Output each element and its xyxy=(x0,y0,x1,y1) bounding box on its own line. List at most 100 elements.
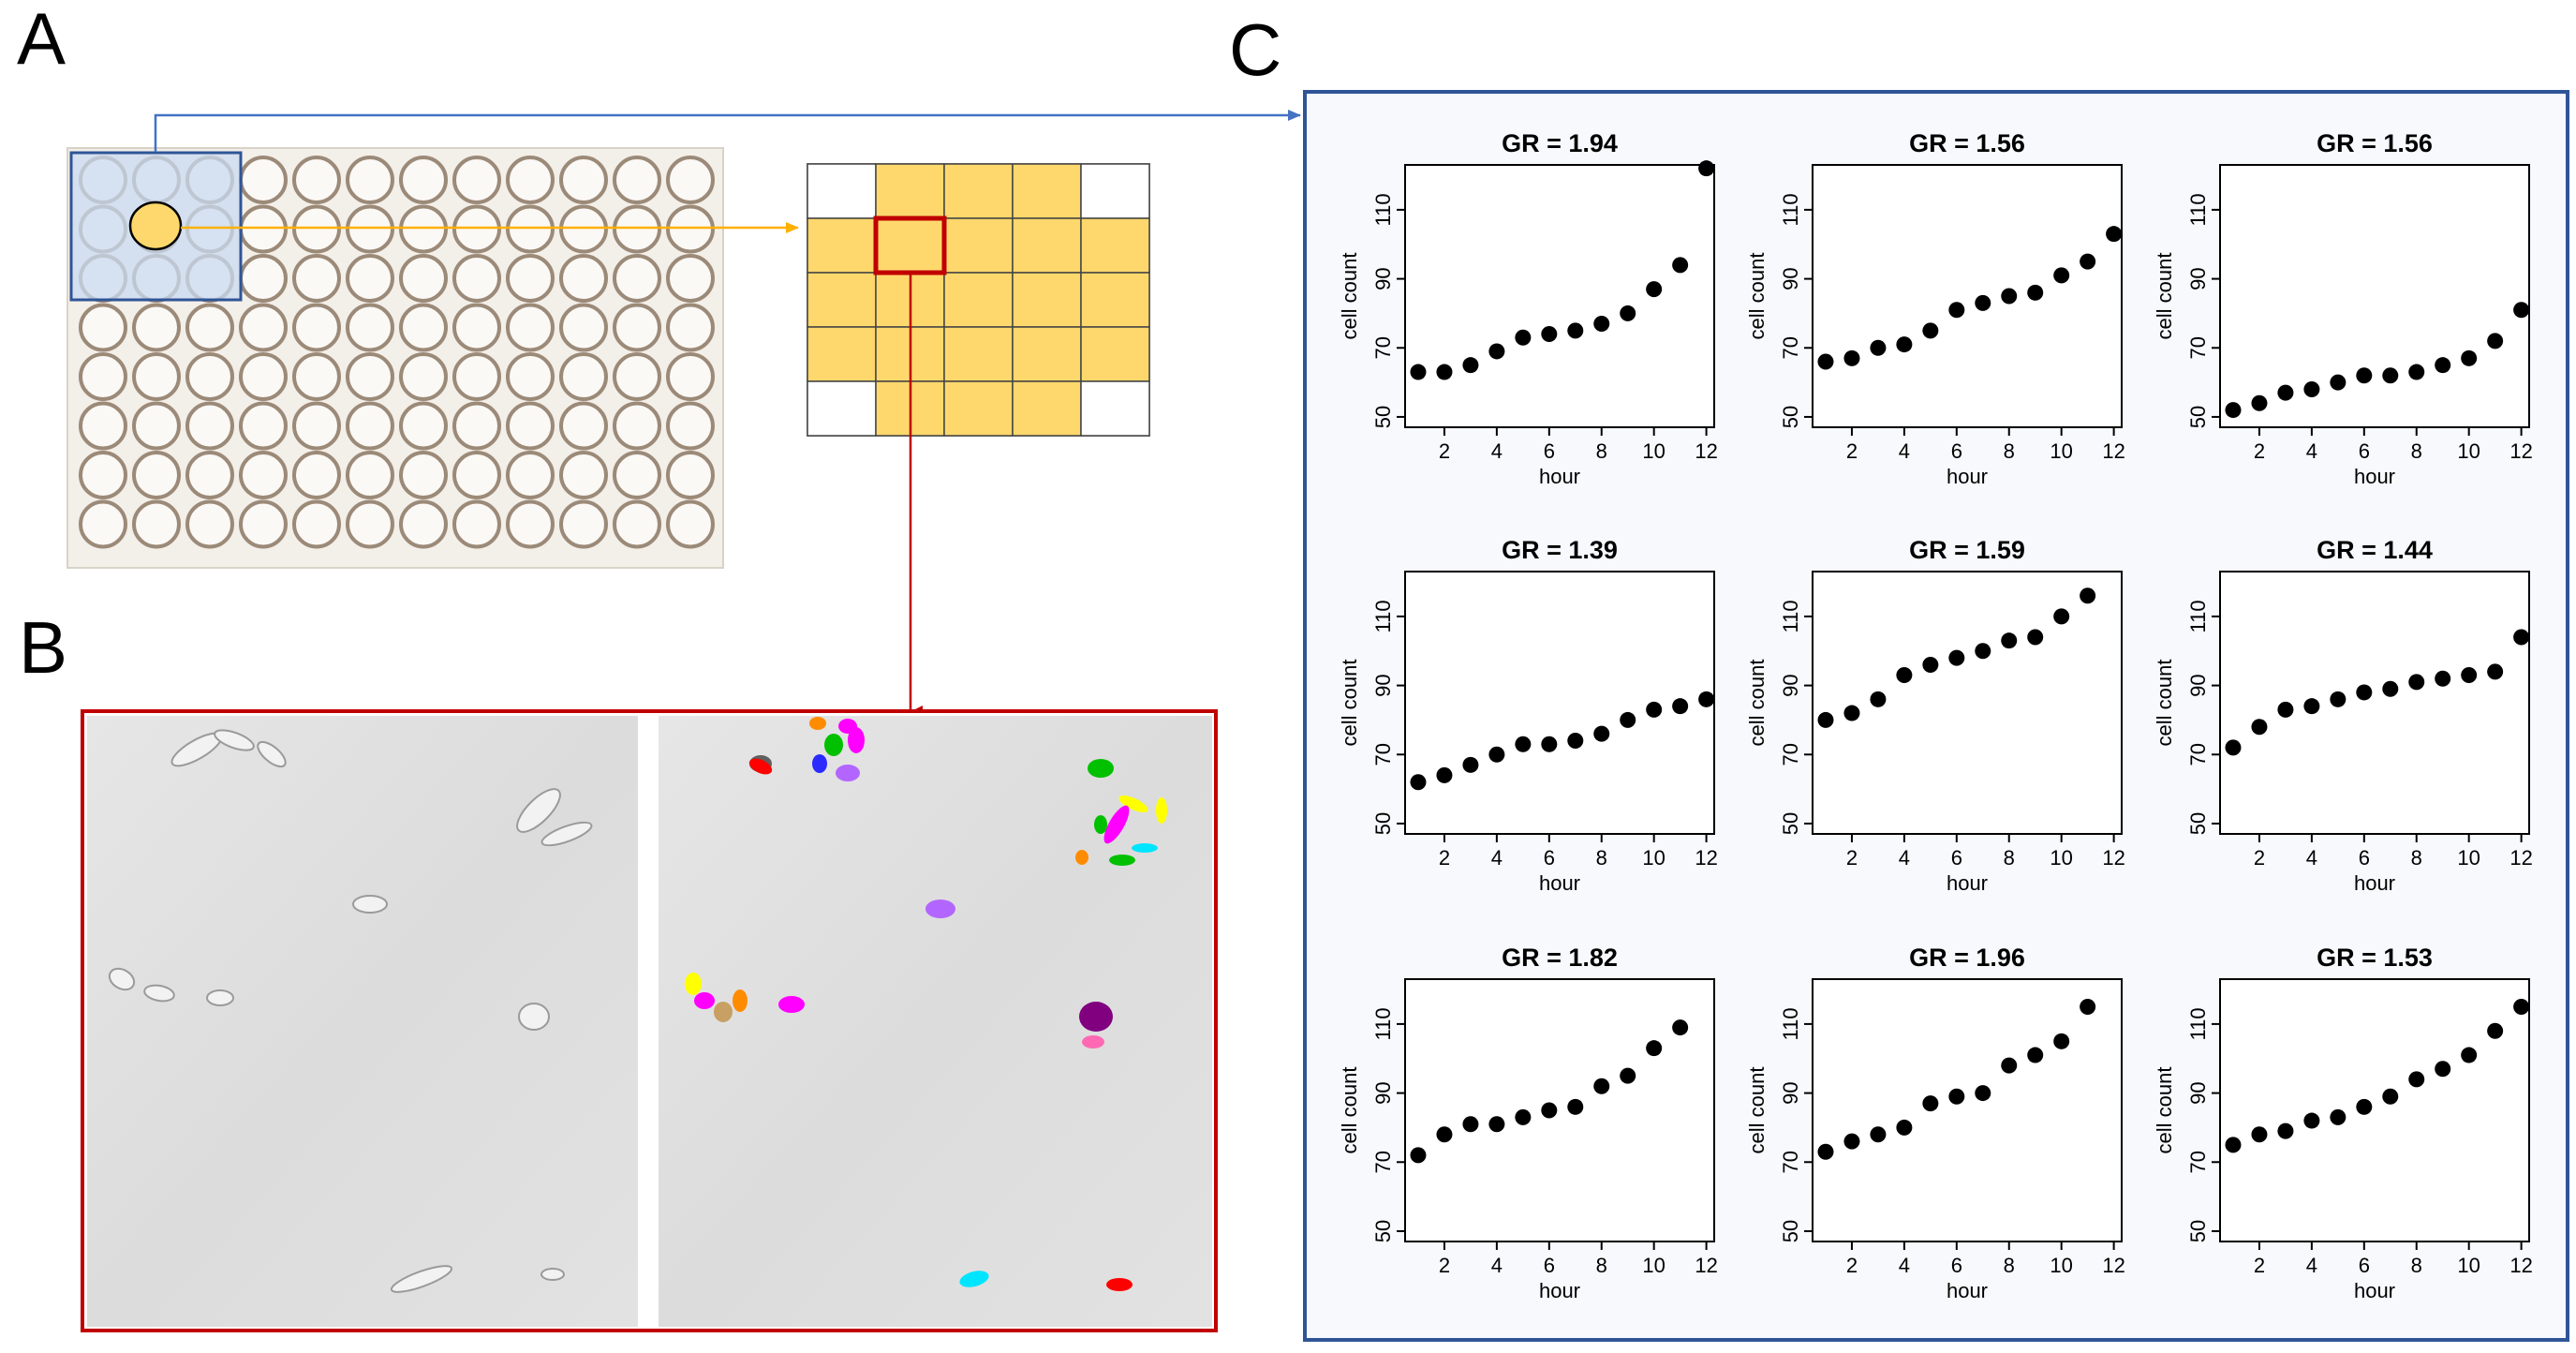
y-tick-label: 90 xyxy=(1371,674,1395,696)
data-point xyxy=(1620,305,1636,321)
data-point xyxy=(1817,1143,1834,1160)
well xyxy=(132,401,181,451)
data-point xyxy=(2382,367,2399,384)
well xyxy=(613,451,661,499)
y-tick-label: 50 xyxy=(1779,812,1802,835)
growth-rate-charts: GR = 1.94 2 4 6 8 10 12 50 70 90 110 hour cell count… xyxy=(1338,129,2533,1302)
data-point xyxy=(2001,288,2018,305)
data-point xyxy=(1896,667,1913,684)
data-point xyxy=(2330,691,2347,707)
data-point xyxy=(2513,302,2530,319)
cell-outline xyxy=(206,989,234,1006)
data-point xyxy=(2080,253,2096,270)
well xyxy=(132,451,181,499)
x-tick-label: 10 xyxy=(1642,846,1665,870)
data-point xyxy=(2001,632,2018,649)
data-point xyxy=(1672,698,1689,715)
x-tick-label: 10 xyxy=(2050,439,2072,463)
y-axis-label: cell count xyxy=(2153,660,2176,747)
chart-title: GR = 1.56 xyxy=(1909,129,2025,157)
chart-1: GR = 1.94 2 4 6 8 10 12 50 70 90 110 hour cell count xyxy=(1338,129,1718,488)
x-axis-label: hour xyxy=(2354,465,2395,488)
well xyxy=(346,401,394,451)
segmented-cell xyxy=(694,992,715,1009)
well xyxy=(506,352,555,401)
x-tick-label: 2 xyxy=(1846,439,1858,463)
data-point xyxy=(2408,1071,2425,1088)
data-point xyxy=(1975,294,1991,311)
y-axis-label: cell count xyxy=(2153,253,2176,340)
well xyxy=(666,499,715,549)
data-point xyxy=(1922,1095,1939,1112)
y-axis-label: cell count xyxy=(1338,660,1361,747)
x-tick-label: 8 xyxy=(1596,1254,1607,1277)
data-point xyxy=(1698,160,1715,177)
cell-outline xyxy=(257,740,287,768)
cell-outline xyxy=(540,821,593,847)
well xyxy=(666,156,715,204)
cell-outline xyxy=(214,729,255,751)
x-tick-label: 4 xyxy=(2306,439,2317,463)
well xyxy=(559,499,608,549)
well xyxy=(399,303,448,352)
well xyxy=(559,254,608,303)
well xyxy=(79,303,127,352)
well xyxy=(666,401,715,451)
x-tick-label: 12 xyxy=(1695,846,1717,870)
y-tick-label: 90 xyxy=(2186,267,2210,290)
well xyxy=(506,451,555,499)
well xyxy=(239,303,288,352)
y-tick-label: 90 xyxy=(2186,674,2210,696)
chart-plot-area xyxy=(1812,164,2123,428)
segmented-cells xyxy=(685,717,1167,1291)
cell-outline xyxy=(108,967,136,991)
data-point xyxy=(1646,281,1663,298)
tile xyxy=(1080,326,1150,382)
well xyxy=(239,156,288,204)
x-tick-label: 6 xyxy=(1951,439,1962,463)
tile xyxy=(943,163,1014,219)
y-tick-label: 110 xyxy=(1371,193,1395,226)
data-point xyxy=(2225,739,2242,756)
x-tick-label: 2 xyxy=(2254,439,2265,463)
x-tick-label: 6 xyxy=(2359,846,2370,870)
well xyxy=(346,254,394,303)
well xyxy=(506,204,555,254)
segmented-cell xyxy=(824,734,843,756)
well xyxy=(239,352,288,401)
data-point xyxy=(1488,746,1505,763)
well xyxy=(666,451,715,499)
well xyxy=(506,303,555,352)
tile xyxy=(807,380,877,437)
well xyxy=(613,204,661,254)
tile xyxy=(807,326,877,382)
well xyxy=(132,352,181,401)
data-point xyxy=(2330,374,2347,391)
data-point xyxy=(2408,364,2425,380)
data-point xyxy=(1948,1088,1965,1105)
segmented-cell xyxy=(714,1002,733,1022)
well xyxy=(559,451,608,499)
y-tick-label: 50 xyxy=(2186,406,2210,428)
well xyxy=(132,499,181,549)
x-tick-label: 4 xyxy=(2306,1254,2317,1277)
data-point xyxy=(1541,736,1558,752)
y-tick-label: 70 xyxy=(1371,1151,1395,1173)
x-tick-label: 4 xyxy=(1899,1254,1910,1277)
well xyxy=(452,254,501,303)
y-tick-label: 90 xyxy=(1779,267,1802,290)
x-tick-label: 4 xyxy=(1899,846,1910,870)
data-point xyxy=(2251,394,2268,411)
y-tick-label: 50 xyxy=(1371,1220,1395,1242)
well xyxy=(452,156,501,204)
y-tick-label: 90 xyxy=(2186,1081,2210,1104)
x-tick-label: 6 xyxy=(2359,439,2370,463)
well xyxy=(666,254,715,303)
data-point xyxy=(1817,353,1834,370)
segmented-cell xyxy=(925,900,955,918)
y-tick-label: 50 xyxy=(1371,812,1395,835)
data-point xyxy=(2053,267,2070,284)
y-tick-label: 110 xyxy=(2186,193,2210,226)
y-tick-label: 90 xyxy=(1779,674,1802,696)
y-tick-label: 70 xyxy=(1779,336,1802,359)
